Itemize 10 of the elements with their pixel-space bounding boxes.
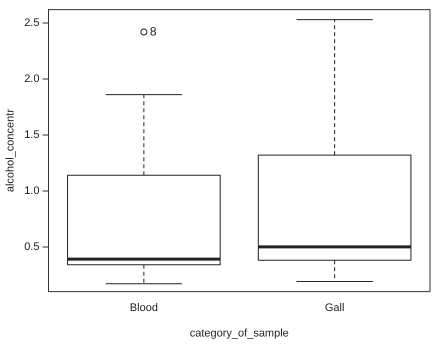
x-tick-label: Gall xyxy=(324,302,344,314)
x-axis-title: category_of_sample xyxy=(190,327,289,340)
y-axis-title: alcohol_concentr xyxy=(4,108,17,192)
y-tick-label: 1.5 xyxy=(24,128,40,141)
y-tick-label: 2.5 xyxy=(24,17,40,30)
annotation: 8 xyxy=(150,24,157,38)
y-tick-label: 2.0 xyxy=(24,73,40,86)
x-tick-label: Blood xyxy=(130,302,158,314)
y-tick-label: 0.5 xyxy=(24,240,40,253)
y-tick-label: 1.0 xyxy=(24,184,40,197)
